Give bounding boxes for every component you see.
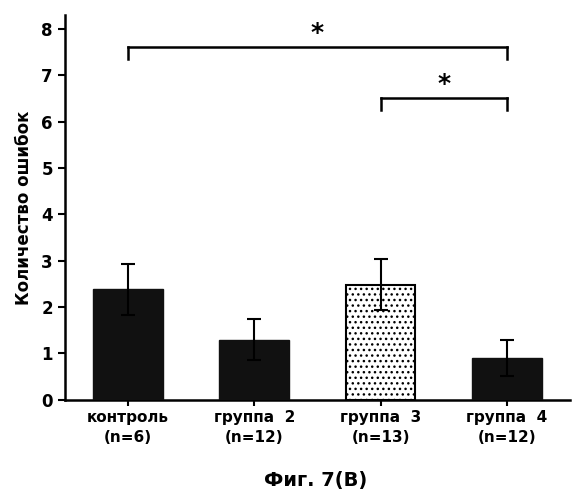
Text: *: * bbox=[311, 21, 324, 45]
Text: *: * bbox=[437, 72, 450, 96]
Bar bbox=[472, 358, 542, 400]
Text: Фиг. 7(В): Фиг. 7(В) bbox=[264, 471, 367, 490]
Bar bbox=[93, 290, 163, 400]
Bar bbox=[219, 340, 289, 400]
Y-axis label: Количество ошибок: Количество ошибок bbox=[15, 110, 33, 304]
Bar bbox=[346, 285, 415, 400]
